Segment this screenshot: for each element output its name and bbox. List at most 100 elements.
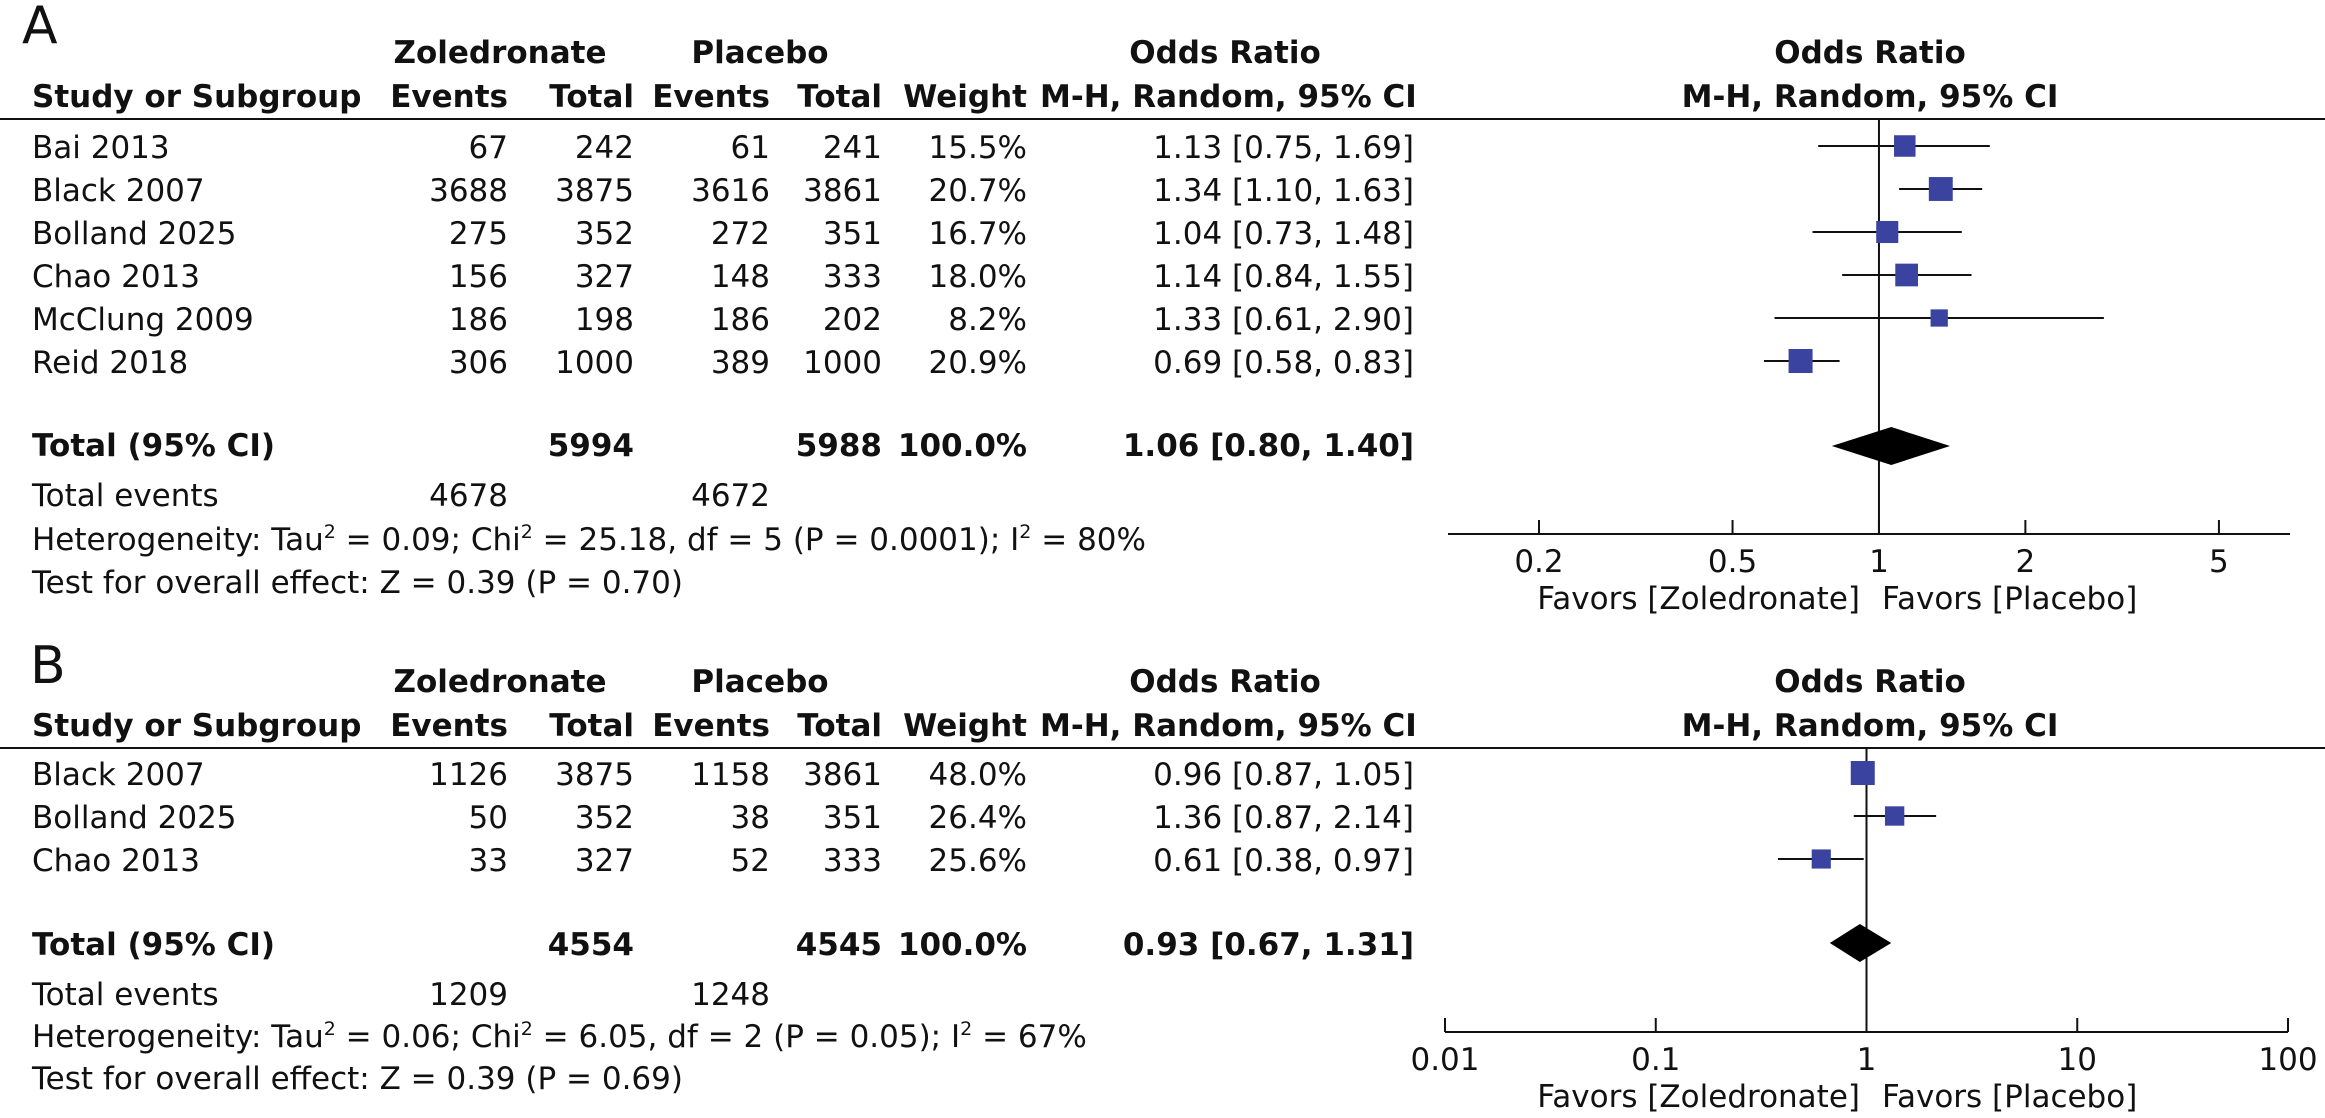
study-name: Chao 2013 [32,843,201,879]
total-1: 352 [574,800,634,836]
panel-label: A [22,0,58,56]
events-2: 148 [710,259,770,295]
events-2: 272 [710,216,770,252]
study-marker [1928,177,1953,201]
total-events-label: Total events [32,478,219,514]
x-tick-label: 0.2 [1514,544,1563,580]
study-name: Reid 2018 [32,345,189,381]
x-tick-label: 0.5 [1708,544,1757,580]
total1-header: Total [549,79,634,115]
favors-left-label: Favors [Zoledronate] [1537,581,1860,617]
total-2: 333 [822,259,882,295]
total-label: Total (95% CI) [32,428,276,464]
weight: 18.0% [928,259,1027,295]
study-name: Bolland 2025 [32,800,237,836]
study-name: Bai 2013 [32,130,170,166]
or-method-header: M-H, Random, 95% CI [1040,708,1417,744]
weight: 16.7% [928,216,1027,252]
events-2: 3616 [691,173,770,209]
favors-right-label: Favors [Placebo] [1882,1079,2138,1115]
x-tick-label: 1 [1857,1042,1877,1078]
weight-header: Weight [903,79,1027,115]
panel-label: B [30,636,66,696]
heterogeneity-stats: Heterogeneity: Tau2 = 0.09; Chi2 = 25.18… [32,521,1146,558]
weight: 48.0% [928,757,1027,793]
study-marker [1884,806,1905,826]
total-n-1: 4554 [547,927,634,963]
weight: 26.4% [928,800,1027,836]
weight: 20.9% [928,345,1027,381]
pooled-diamond [1831,427,1951,465]
study-name: McClung 2009 [32,302,254,338]
total-1: 352 [574,216,634,252]
group2-header: Placebo [691,664,829,700]
events-2: 52 [730,843,770,879]
total-1: 327 [574,843,634,879]
pooled-diamond [1829,924,1892,962]
total-2: 241 [822,130,882,166]
total-1: 198 [574,302,634,338]
total1-header: Total [549,708,634,744]
favors-right-label: Favors [Placebo] [1882,581,2138,617]
total-1: 3875 [555,173,634,209]
study-name: Bolland 2025 [32,216,237,252]
weight: 25.6% [928,843,1027,879]
odds-ratio-ci: 0.96 [0.87, 1.05] [1153,757,1414,793]
group2-header: Placebo [691,35,829,71]
events2-header: Events [652,79,770,115]
total-1: 242 [574,130,634,166]
odds-ratio-ci: 0.61 [0.38, 0.97] [1153,843,1414,879]
total-1: 1000 [555,345,634,381]
plot-method-header: M-H, Random, 95% CI [1681,708,2059,744]
events-2: 61 [730,130,770,166]
study-marker [1788,349,1813,373]
events-1: 50 [468,800,508,836]
forest-panel-a: A Zoledronate Placebo Odds Ratio Odds Ra… [0,0,2325,617]
total-weight: 100.0% [897,927,1027,963]
events-1: 186 [448,302,508,338]
weight: 8.2% [948,302,1027,338]
group1-header: Zoledronate [393,35,607,71]
total-events-2: 4672 [691,478,770,514]
study-name: Chao 2013 [32,259,201,295]
odds-ratio-ci: 0.69 [0.58, 0.83] [1153,345,1414,381]
events1-header: Events [390,79,508,115]
events1-header: Events [390,708,508,744]
header-rule [0,747,2325,749]
events-1: 306 [448,345,508,381]
events-1: 275 [448,216,508,252]
events2-header: Events [652,708,770,744]
favors-left-label: Favors [Zoledronate] [1537,1079,1860,1115]
total-2: 3861 [803,757,882,793]
plot-header-top: Odds Ratio [1774,35,1966,71]
total-n-2: 5988 [795,428,882,464]
total-events-2: 1248 [691,977,770,1013]
study-column-header: Study or Subgroup [32,708,362,744]
or-header-top: Odds Ratio [1129,664,1321,700]
x-tick-label: 0.1 [1631,1042,1680,1078]
odds-ratio-ci: 1.33 [0.61, 2.90] [1153,302,1414,338]
group1-header: Zoledronate [393,664,607,700]
events-1: 33 [468,843,508,879]
total-label: Total (95% CI) [32,927,276,963]
overall-effect-test: Test for overall effect: Z = 0.39 (P = 0… [32,1061,683,1097]
study-marker [1930,309,1948,327]
x-tick-label: 0.01 [1410,1042,1479,1078]
events-1: 156 [448,259,508,295]
x-tick-label: 10 [2058,1042,2097,1078]
study-name: Black 2007 [32,173,205,209]
odds-ratio-ci: 1.14 [0.84, 1.55] [1153,259,1414,295]
total-1: 3875 [555,757,634,793]
x-tick-label: 1 [1869,544,1889,580]
heterogeneity-stats: Heterogeneity: Tau2 = 0.06; Chi2 = 6.05,… [32,1018,1087,1055]
study-column-header: Study or Subgroup [32,79,362,115]
events-1: 3688 [429,173,508,209]
or-method-header: M-H, Random, 95% CI [1040,79,1417,115]
total-odds-ratio-ci: 0.93 [0.67, 1.31] [1122,927,1414,963]
total-2: 1000 [803,345,882,381]
study-name: Black 2007 [32,757,205,793]
study-marker [1811,849,1831,869]
or-header-top: Odds Ratio [1129,35,1321,71]
study-marker [1894,135,1916,157]
